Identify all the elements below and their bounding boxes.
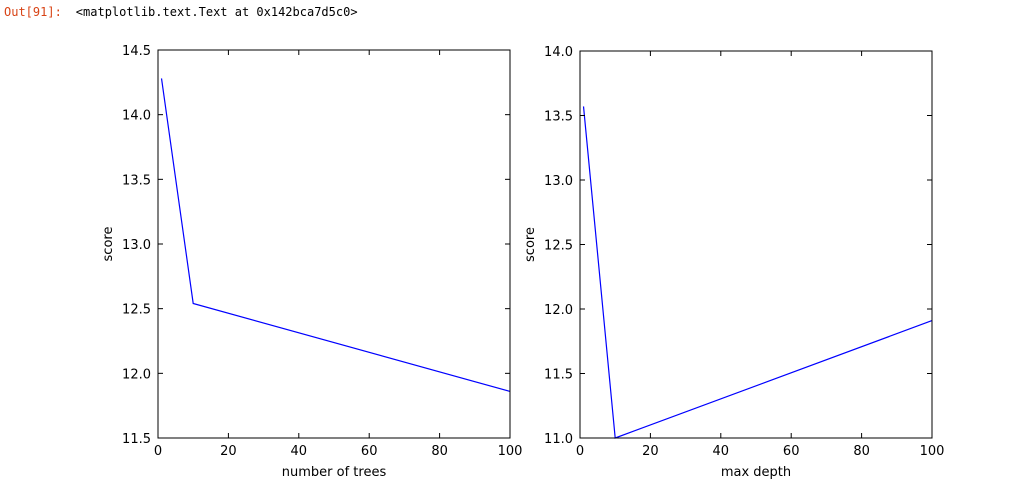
x-tick-label: 0 [154, 444, 162, 459]
subplot-2: 0 20 40 60 80 100 11.0 11.5 12.0 12.5 13.0 13.5 14.0… [523, 45, 944, 480]
y-axis-label: score [523, 227, 538, 262]
axes-frame [579, 50, 933, 439]
y-tick-label: 12.5 [544, 239, 573, 254]
x-tick-label: 80 [853, 444, 870, 459]
y-tick-label: 13.5 [544, 110, 573, 125]
y-tick-label: 14.0 [544, 45, 573, 60]
axes-frame [157, 49, 511, 439]
x-tick-label: 40 [713, 444, 730, 459]
x-axis-label: number of trees [282, 465, 387, 480]
x-tick-label: 60 [783, 444, 800, 459]
x-tick-label: 40 [291, 444, 308, 459]
cell-output: Out[91]: <matplotlib.text.Text at 0x142bc… [4, 5, 358, 19]
x-tick-label: 20 [220, 444, 237, 459]
series-line [160, 78, 511, 393]
y-tick-label: 11.0 [544, 432, 573, 447]
x-axis-label: max depth [721, 465, 791, 480]
output-text: <matplotlib.text.Text at 0x142bca7d5c0> [75, 5, 358, 19]
y-tick-label: 13.0 [544, 174, 573, 189]
x-tick-label: 100 [498, 444, 523, 459]
y-tick-label: 11.5 [122, 432, 151, 447]
x-tick-label: 100 [920, 444, 945, 459]
series-line [582, 106, 933, 439]
y-tick-label: 13.5 [122, 173, 151, 188]
x-tick-label: 60 [361, 444, 378, 459]
y-tick-label: 13.0 [122, 238, 151, 253]
x-tick-label: 80 [431, 444, 448, 459]
subplot-1: 0 20 40 60 80 100 11.5 12.0 12.5 13.0 13.5 14.0 14.5… [101, 44, 522, 480]
y-tick-label: 11.5 [544, 368, 573, 383]
output-prompt: Out[91]: [4, 5, 62, 19]
y-tick-label: 14.5 [122, 44, 151, 59]
x-tick-label: 20 [642, 444, 659, 459]
x-tick-label: 0 [576, 444, 584, 459]
y-axis-label: score [101, 227, 116, 262]
y-tick-label: 14.0 [122, 109, 151, 124]
y-tick-label: 12.0 [122, 367, 151, 382]
y-tick-label: 12.5 [122, 303, 151, 318]
y-tick-label: 12.0 [544, 303, 573, 318]
